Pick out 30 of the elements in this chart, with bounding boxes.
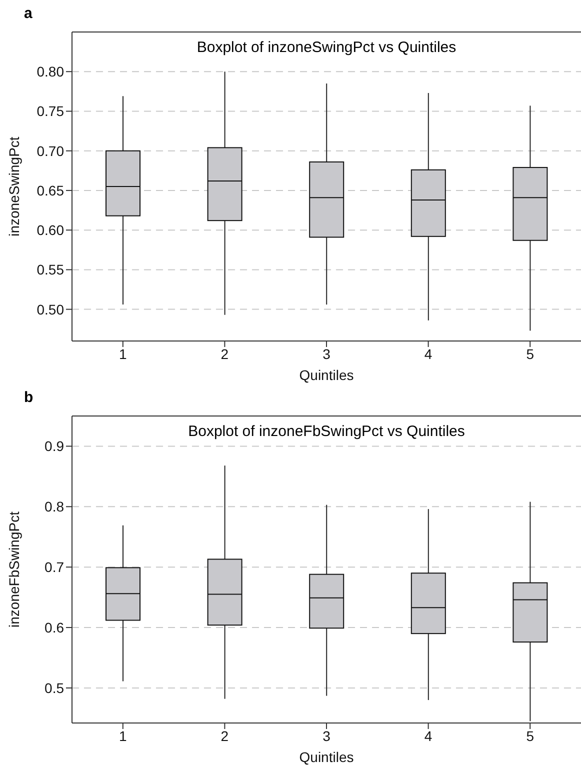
y-tick-label: 0.55 <box>36 262 64 278</box>
y-tick-label: 0.80 <box>36 64 64 80</box>
y-tick-label: 0.50 <box>36 301 64 318</box>
x-tick-label: 5 <box>526 728 534 744</box>
y-tick-label: 0.9 <box>44 438 64 454</box>
x-tick-label: 1 <box>119 728 127 744</box>
y-tick-label: 0.70 <box>36 142 64 159</box>
y-tick-label: 0.60 <box>36 222 64 238</box>
x-tick-label: 2 <box>220 346 229 362</box>
y-axis-title: inzoneFbSwingPct <box>6 511 22 628</box>
y-tick-label: 0.75 <box>36 103 64 120</box>
x-tick-label: 1 <box>119 346 127 362</box>
x-axis-title: Quintiles <box>299 749 354 765</box>
x-tick-label: 4 <box>424 728 432 744</box>
text: b <box>24 389 34 406</box>
x-tick-label: 3 <box>322 346 331 362</box>
x-tick-label: 5 <box>526 346 534 362</box>
text: Boxplot of inzoneFbSwingPct vs Quintiles <box>187 423 466 440</box>
y-tick-label: 0.5 <box>44 680 64 696</box>
text: a <box>24 5 32 22</box>
x-tick-label: 4 <box>424 346 432 362</box>
x-axis-title: Quintiles <box>299 367 354 383</box>
text: Boxplot of inzoneSwingPct vs Quintiles <box>196 39 458 56</box>
y-tick-label: 0.65 <box>36 182 64 198</box>
y-tick-label: 0.6 <box>44 619 64 636</box>
y-axis-title: inzoneSwingPct <box>6 136 22 236</box>
x-tick-label: 2 <box>220 728 229 744</box>
x-tick-label: 3 <box>322 728 331 744</box>
y-tick-label: 0.7 <box>44 559 64 576</box>
y-tick-label: 0.8 <box>44 498 64 515</box>
